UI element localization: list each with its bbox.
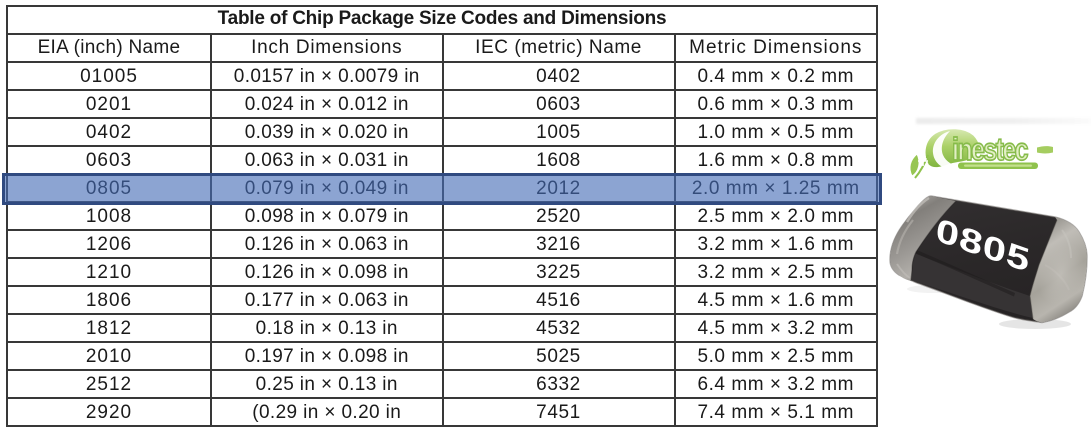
svg-text:inestec: inestec [952,131,1028,166]
